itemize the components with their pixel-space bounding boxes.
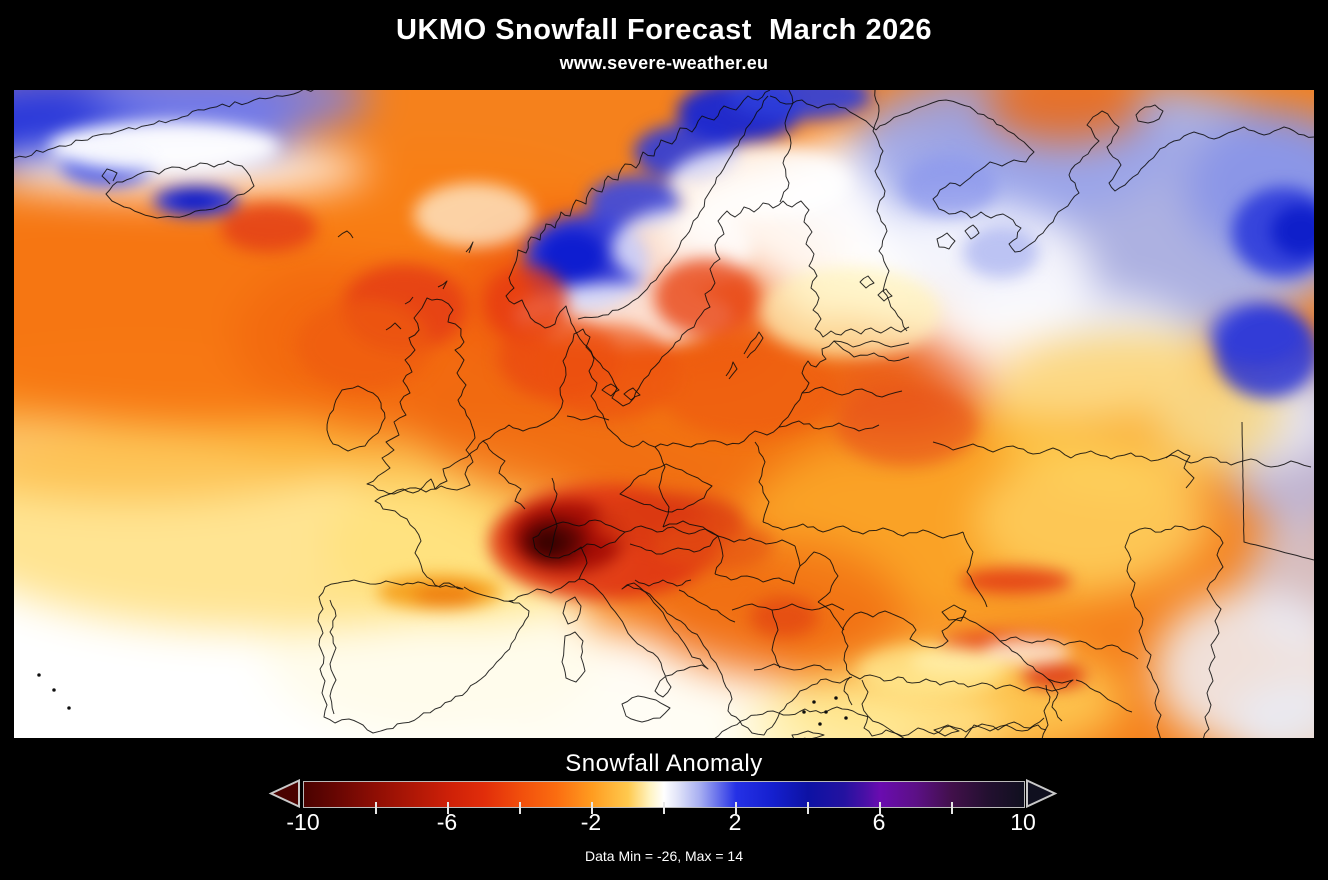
colorbar-tick xyxy=(807,802,809,814)
colorbar-tick xyxy=(951,802,953,814)
anomaly-field-layer xyxy=(14,90,1314,738)
colorbar-title: Snowfall Anomaly xyxy=(565,750,763,777)
data-range-footnote: Data Min = -26, Max = 14 xyxy=(585,848,743,864)
colorbar xyxy=(303,781,1025,814)
colorbar-tick xyxy=(663,802,665,814)
colorbar-tick-label: -2 xyxy=(580,809,602,835)
colorbar-tick-label: -6 xyxy=(436,809,458,835)
colorbar-tick xyxy=(447,802,449,814)
colorbar-extend-right-arrow xyxy=(1026,779,1058,808)
colorbar-tick-label: -10 xyxy=(286,809,320,835)
colorbar-tick-label: 2 xyxy=(728,809,742,835)
page-title: UKMO Snowfall Forecast March 2026 xyxy=(396,14,932,46)
colorbar-tick xyxy=(735,802,737,814)
source-website: www.severe-weather.eu xyxy=(559,53,769,73)
colorbar-tick xyxy=(879,802,881,814)
europe-snowfall-anomaly-map xyxy=(14,90,1314,738)
colorbar-tick xyxy=(375,802,377,814)
colorbar-tick-label: 10 xyxy=(1010,809,1036,835)
colorbar-tick xyxy=(591,802,593,814)
coastline-layer xyxy=(14,90,1314,738)
colorbar-tick xyxy=(519,802,521,814)
colorbar-extend-left-arrow xyxy=(268,779,300,808)
map-canvas xyxy=(14,90,1314,738)
colorbar-tick-label: 6 xyxy=(872,809,886,835)
